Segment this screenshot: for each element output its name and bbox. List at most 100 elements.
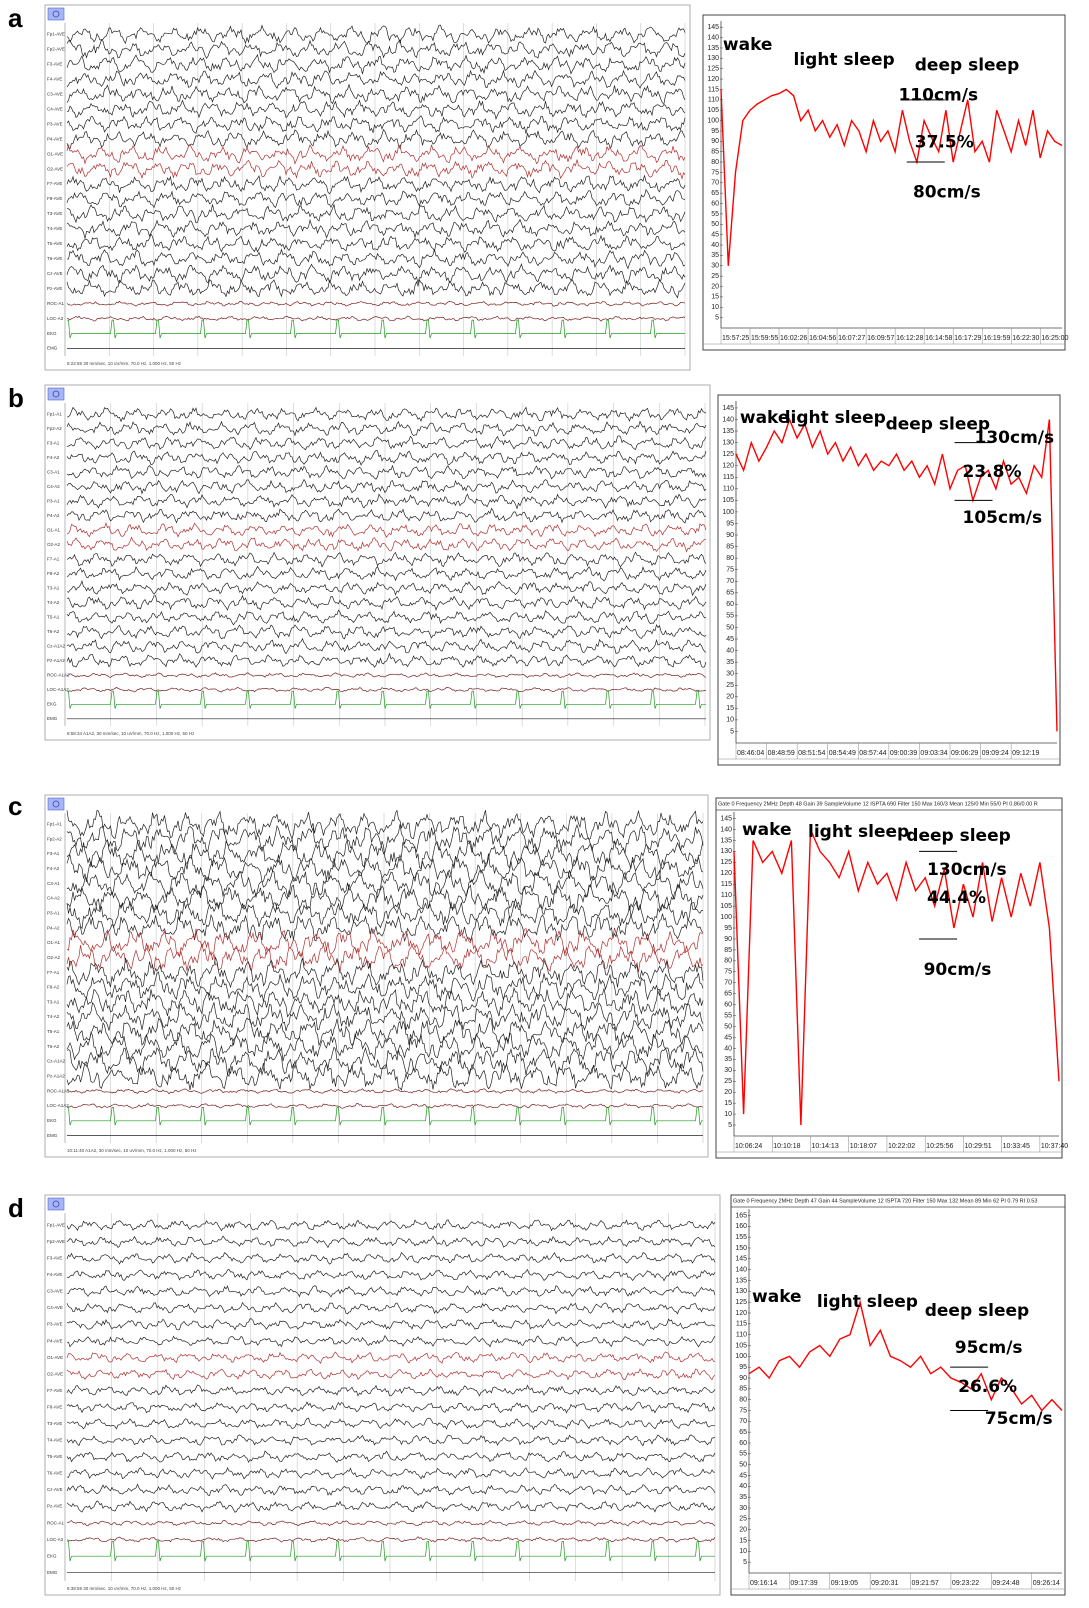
eeg-trace <box>66 579 707 597</box>
x-tick-label: 10:14:13 <box>811 1143 838 1150</box>
y-tick-label: 55 <box>739 1451 747 1458</box>
y-tick-label: 90 <box>726 532 734 539</box>
eeg-trace <box>66 38 686 59</box>
y-tick-label: 120 <box>722 463 734 470</box>
eeg-trace <box>66 1318 716 1331</box>
annotation: deep sleep <box>906 826 1011 846</box>
eeg-trace <box>66 883 704 915</box>
channel-label: ROC-A1A2 <box>47 1088 70 1093</box>
eeg-trace <box>66 913 704 943</box>
y-tick-label: 20 <box>724 1089 732 1096</box>
y-tick-label: 45 <box>711 231 719 238</box>
y-tick-label: 115 <box>736 1321 747 1328</box>
y-tick-label: 140 <box>707 34 719 41</box>
y-tick-label: 20 <box>739 1527 747 1534</box>
annotation: 130cm/s <box>927 860 1007 880</box>
y-tick-label: 100 <box>707 117 719 124</box>
y-tick-label: 45 <box>724 1034 732 1041</box>
eeg-trace <box>66 406 707 423</box>
eeg-trace <box>66 1368 716 1381</box>
y-tick-label: 25 <box>726 682 734 689</box>
x-tick-label: 16:09:57 <box>867 335 894 342</box>
x-tick-label: 16:12:28 <box>896 335 923 342</box>
eeg-trace <box>67 690 706 709</box>
annotation: wake <box>740 408 790 428</box>
eeg-trace <box>66 69 686 90</box>
chart-subtitle: Gate 0 Frequency 2MHz Depth 48 Gain 39 S… <box>718 801 1038 807</box>
eeg-icon-dot <box>52 1200 60 1208</box>
y-tick-label: 65 <box>726 590 734 597</box>
channel-label: LOC-A1A2 <box>47 687 69 692</box>
y-tick-label: 110 <box>708 97 719 104</box>
x-tick-label: 10:22:02 <box>888 1143 915 1150</box>
eeg-trace <box>66 869 704 900</box>
y-tick-label: 135 <box>722 428 734 435</box>
x-tick-label: 10:06:24 <box>735 1143 762 1150</box>
channel-label: Fp1-AVE <box>47 32 65 37</box>
eeg-trace <box>66 1417 716 1431</box>
eeg-trace <box>66 159 686 181</box>
channel-label: EMG <box>47 1133 58 1138</box>
annotation: deep sleep <box>915 55 1020 75</box>
channel-label: EKG <box>47 701 57 706</box>
eeg-trace <box>66 464 707 480</box>
y-tick-label: 85 <box>724 947 732 954</box>
x-tick-label: 09:20:31 <box>871 1580 898 1587</box>
eeg-trace <box>66 1384 716 1397</box>
eeg-trace <box>66 1519 716 1527</box>
channel-label: T3-A1 <box>47 999 60 1004</box>
eeg-footer: 8:38:59 30 mm/sec, 10 uV/mm, 70.0 Hz, 1.… <box>67 1586 182 1591</box>
channel-label: Cz-A1A2 <box>47 1059 66 1064</box>
x-tick-label: 09:24:48 <box>992 1580 1019 1587</box>
y-tick-label: 10 <box>724 1111 732 1118</box>
chart-frame <box>702 14 1066 351</box>
channel-label: Fp1-A1 <box>47 822 62 827</box>
eeg-trace <box>66 218 686 239</box>
eeg-trace <box>66 248 686 270</box>
x-tick-label: 09:26:14 <box>1033 1580 1060 1587</box>
eeg-icon-dot <box>52 800 60 808</box>
y-tick-label: 40 <box>724 1045 732 1052</box>
x-tick-label: 10:33:45 <box>1003 1143 1030 1150</box>
y-tick-label: 95 <box>726 520 734 527</box>
eeg-trace <box>66 188 686 209</box>
y-tick-label: 70 <box>724 980 732 987</box>
y-tick-label: 135 <box>707 45 719 52</box>
x-tick-label: 09:17:39 <box>790 1580 817 1587</box>
channel-label: C3-A1 <box>47 469 60 474</box>
y-tick-label: 160 <box>735 1223 747 1230</box>
channel-label: EMG <box>47 346 58 351</box>
x-tick-label: 09:19:05 <box>831 1580 858 1587</box>
y-tick-label: 55 <box>724 1012 732 1019</box>
eeg-trace <box>66 24 686 45</box>
y-tick-label: 135 <box>720 837 732 844</box>
x-tick-label: 09:12:19 <box>1012 750 1039 757</box>
channel-label: LOC-A1A2 <box>47 1103 69 1108</box>
channel-label: P3-AVE <box>47 121 63 126</box>
channel-label: C3-A1 <box>47 881 60 886</box>
y-tick-label: 130 <box>707 55 719 62</box>
channel-label: Pz-AVE <box>47 1504 62 1509</box>
y-tick-label: 105 <box>735 1342 747 1349</box>
eeg-trace <box>66 203 686 224</box>
x-tick-label: 09:16:14 <box>750 1580 777 1587</box>
x-tick-label: 16:07:27 <box>838 335 865 342</box>
channel-label: P4-A2 <box>47 513 60 518</box>
x-tick-label: 10:25:56 <box>926 1143 953 1150</box>
y-tick-label: 35 <box>724 1056 732 1063</box>
y-tick-label: 85 <box>711 149 719 156</box>
x-tick-label: 16:19:59 <box>983 335 1010 342</box>
y-tick-label: 30 <box>724 1067 732 1074</box>
annotation: wake <box>742 820 792 840</box>
eeg-trace <box>66 478 707 495</box>
channel-label: O2-A2 <box>47 955 61 960</box>
channel-label: O2-AVE <box>47 1371 63 1376</box>
y-tick-label: 90 <box>711 138 719 145</box>
eeg-trace <box>66 115 686 134</box>
y-tick-label: 20 <box>726 694 734 701</box>
channel-label: EMG <box>47 716 58 721</box>
channel-label: ROC-A1 <box>47 1520 64 1525</box>
panel-label: c <box>8 791 22 821</box>
eeg-trace <box>66 609 707 626</box>
annotation: wake <box>723 35 773 55</box>
